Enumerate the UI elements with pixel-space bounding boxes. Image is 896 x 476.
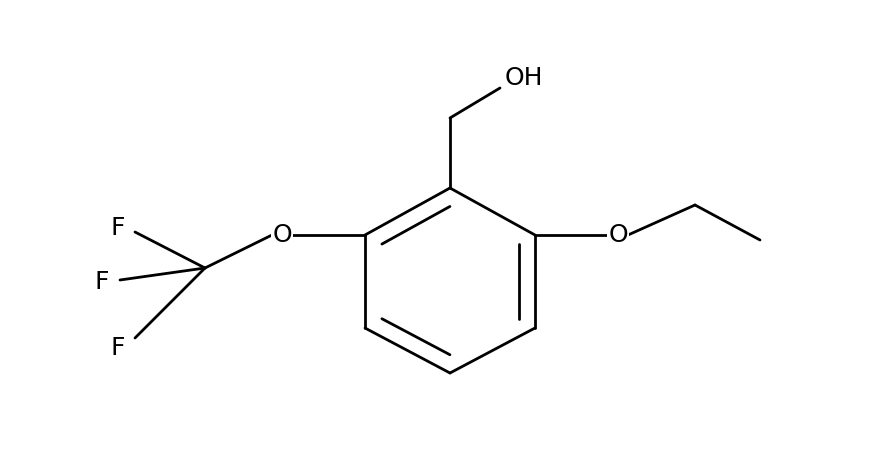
Text: O: O [608, 223, 628, 247]
Text: O: O [272, 223, 292, 247]
Text: F: F [95, 270, 109, 294]
Text: OH: OH [505, 66, 544, 90]
Text: F: F [111, 336, 125, 360]
Text: F: F [111, 216, 125, 240]
